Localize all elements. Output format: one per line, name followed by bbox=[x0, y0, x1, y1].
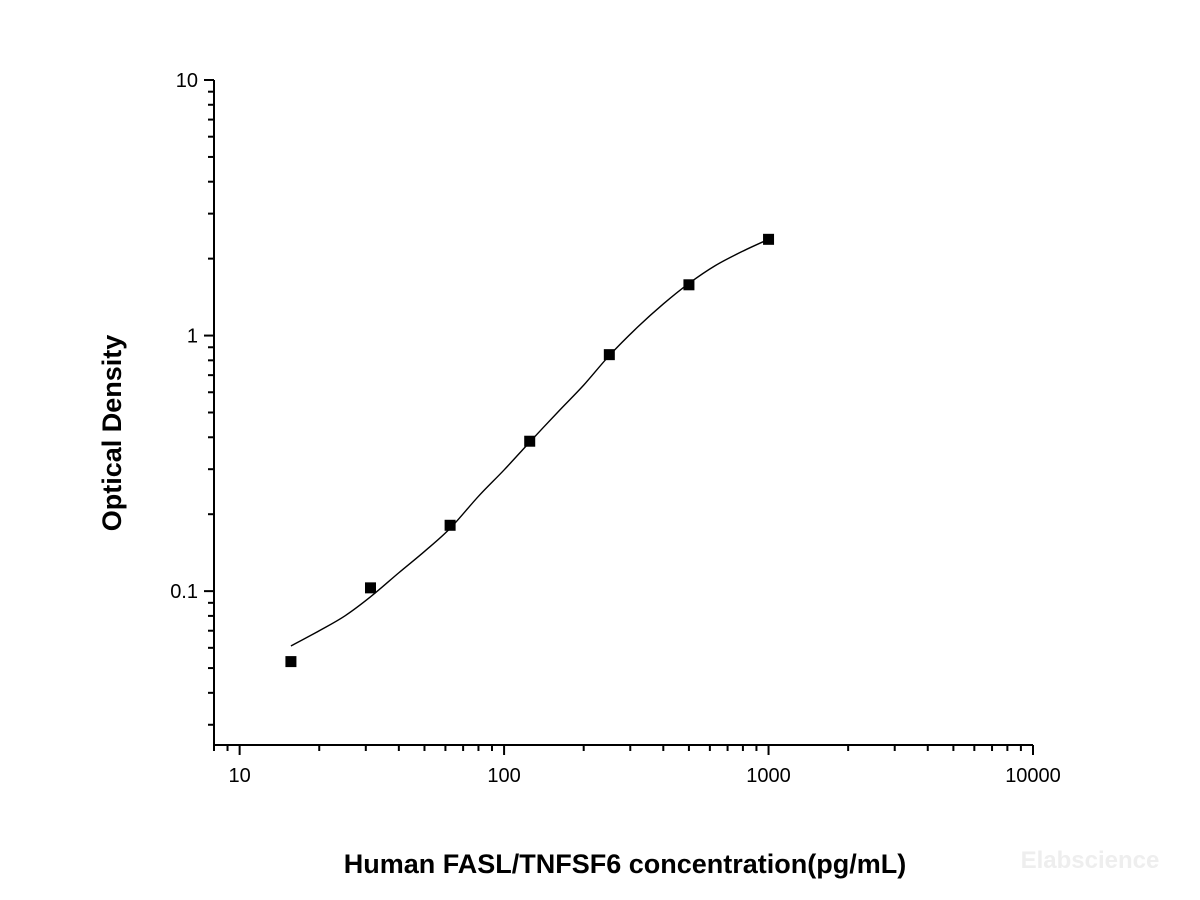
x-tick-label: 10000 bbox=[1005, 765, 1061, 787]
x-tick-label: 10 bbox=[229, 765, 251, 787]
y-tick-label: 10 bbox=[176, 70, 198, 92]
data-point bbox=[364, 582, 376, 594]
data-point bbox=[603, 349, 615, 361]
tick-labels: 10 100 1000 10000 0.1 1 10 bbox=[170, 70, 1061, 787]
x-tick-label: 100 bbox=[487, 765, 520, 787]
watermark-logo: Elabscience bbox=[1021, 847, 1160, 874]
data-points bbox=[285, 233, 775, 668]
y-tick-label: 1 bbox=[187, 326, 198, 348]
tick-marks bbox=[204, 79, 1034, 755]
data-point bbox=[763, 233, 775, 245]
data-point bbox=[285, 656, 297, 668]
x-tick-label: 1000 bbox=[746, 765, 791, 787]
data-point bbox=[444, 519, 456, 531]
y-tick-label: 0.1 bbox=[170, 581, 198, 603]
axes bbox=[213, 80, 1033, 746]
x-axis-title: Human FASL/TNFSF6 concentration(pg/mL) bbox=[344, 849, 907, 879]
data-point bbox=[524, 435, 536, 447]
y-axis-title: Optical Density bbox=[97, 335, 127, 532]
data-point bbox=[683, 279, 695, 291]
